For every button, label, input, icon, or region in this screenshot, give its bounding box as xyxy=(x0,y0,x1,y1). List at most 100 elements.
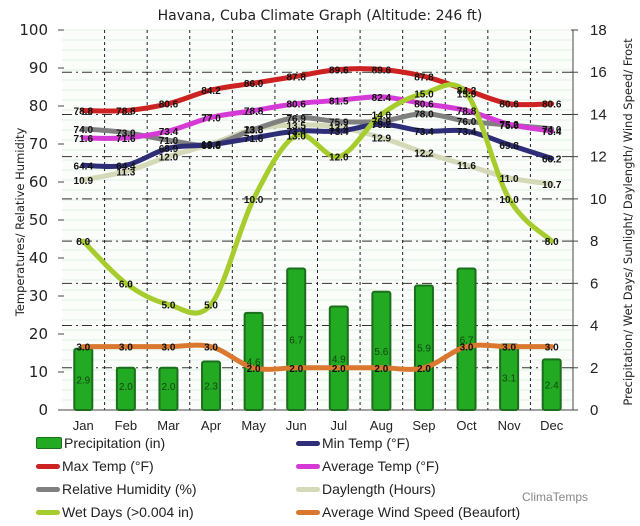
legend-item-relative-humidity: Relative Humidity (%) xyxy=(36,478,197,500)
line-data-label: 73.4 xyxy=(159,127,179,138)
bar-data-label: 6.7 xyxy=(289,335,303,346)
line-data-label: 2.0 xyxy=(289,364,303,375)
left-axis-ticks: 0 10 20 30 40 50 60 70 80 90 100 xyxy=(19,21,64,419)
line-data-label: 8.0 xyxy=(76,237,90,248)
line-data-label: 3.0 xyxy=(204,343,218,354)
x-tick-label: Jun xyxy=(286,418,307,433)
legend-swatch xyxy=(296,463,320,469)
line-data-label: 80.6 xyxy=(414,100,434,111)
line-data-label: 68.9 xyxy=(159,144,179,155)
line-data-label: 66.2 xyxy=(542,154,562,165)
line-data-label: 75.2 xyxy=(499,120,519,131)
right-axis-ticks: 0 2 4 6 8 10 12 14 16 18 xyxy=(571,22,607,419)
bar-data-label: 5.9 xyxy=(417,344,431,355)
line-data-label: 80.6 xyxy=(159,100,179,111)
bar-data-label: 2.9 xyxy=(76,375,90,386)
line-data-label: 11.6 xyxy=(457,161,476,172)
line-data-label: 71.6 xyxy=(116,134,136,145)
left-axis-label: Temperatures/ Relative Humidity xyxy=(13,128,27,318)
right-tick-label: 6 xyxy=(590,275,598,292)
line-data-label: 78.8 xyxy=(74,107,94,118)
right-tick-label: 4 xyxy=(590,318,598,335)
line-data-label: 3.0 xyxy=(162,343,176,354)
line-data-label: 78.8 xyxy=(116,107,136,118)
left-tick-label: 10 xyxy=(29,363,48,381)
line-data-label: 73.4 xyxy=(329,127,349,138)
x-tick-label: Dec xyxy=(540,418,564,433)
legend-swatch xyxy=(296,509,320,515)
x-tick-label: May xyxy=(241,418,266,433)
right-tick-label: 18 xyxy=(590,22,607,39)
legend-item-daylength: Daylength (Hours) xyxy=(296,478,436,500)
line-data-label: 78.8 xyxy=(457,107,477,118)
legend-item-precipitation: Precipitation (in) xyxy=(36,432,165,454)
left-tick-label: 60 xyxy=(29,173,48,191)
line-data-label: 12.6 xyxy=(201,140,221,151)
left-tick-label: 50 xyxy=(29,211,48,229)
legend-label: Average Wind Speed (Beaufort) xyxy=(322,504,521,520)
precipitation-bar xyxy=(413,284,434,412)
line-data-label: 82.4 xyxy=(372,93,392,104)
line-data-label: 71.6 xyxy=(74,134,94,145)
legend-label: Daylength (Hours) xyxy=(322,481,436,497)
left-tick-label: 40 xyxy=(29,249,48,267)
left-tick-label: 70 xyxy=(29,135,48,153)
x-tick-label: Nov xyxy=(498,418,522,433)
series-line-wet-days-in xyxy=(80,82,555,316)
line-data-label: 13.0 xyxy=(286,132,306,143)
right-tick-label: 10 xyxy=(590,191,607,208)
legend-item-max-temp: Max Temp (°F) xyxy=(36,455,154,477)
line-data-label: 89.6 xyxy=(329,66,349,77)
bar-data-label: 3.1 xyxy=(502,373,516,384)
line-data-label: 12.9 xyxy=(372,134,392,145)
line-data-label: 87.8 xyxy=(414,72,434,83)
line-data-label: 73.4 xyxy=(414,127,434,138)
legend-item-average-temp: Average Temp (°F) xyxy=(296,455,439,477)
line-data-label: 73.4 xyxy=(457,127,477,138)
precipitation-bar xyxy=(115,366,136,411)
x-tick-label: Mar xyxy=(157,418,180,433)
line-data-label: 3.0 xyxy=(76,343,90,354)
line-data-label: 10.7 xyxy=(542,180,562,191)
x-tick-label: Apr xyxy=(201,418,222,433)
line-data-label: 69.8 xyxy=(201,141,221,152)
right-axis-label: Precipitation/ Wet Days/ Sunlight/ Dayle… xyxy=(621,38,635,406)
line-data-label: 11.3 xyxy=(116,167,135,178)
line-data-label: 10.0 xyxy=(244,195,264,206)
precipitation-bar xyxy=(328,305,349,411)
series-line-average-temp-f xyxy=(80,94,555,141)
line-data-label: 80.6 xyxy=(499,100,519,111)
legend-label: Relative Humidity (%) xyxy=(62,481,197,497)
series-line-max-temp-f xyxy=(80,66,555,114)
grid xyxy=(62,29,574,411)
line-data-label: 75.9 xyxy=(329,118,349,129)
legend-item-min-temp: Min Temp (°F) xyxy=(296,432,410,454)
precipitation-bar xyxy=(201,360,222,412)
legend-item-wet-days: Wet Days (>0.004 in) xyxy=(36,501,194,523)
legend-label: Wet Days (>0.004 in) xyxy=(62,504,194,520)
line-data-label: 74.0 xyxy=(542,125,562,136)
precipitation-bar xyxy=(158,366,179,411)
right-tick-label: 8 xyxy=(590,233,598,250)
right-tick-label: 14 xyxy=(590,106,607,123)
watermark: ClimaTemps xyxy=(522,490,589,504)
line-data-label: 3.0 xyxy=(119,343,133,354)
line-data-label: 6.0 xyxy=(119,279,133,290)
x-tick-label: Aug xyxy=(370,418,393,433)
line-data-label: 73.8 xyxy=(244,126,264,137)
line-data-label: 89.6 xyxy=(372,66,392,77)
x-axis-ticks: Jan Feb Mar Apr May Jun Jul Aug Sep Oct Nov Dec xyxy=(73,418,564,433)
line-data-label: 2.0 xyxy=(374,364,388,375)
line-data-label: 74.0 xyxy=(74,125,94,136)
left-tick-label: 30 xyxy=(29,287,48,305)
data-labels: 2.9 2.0 2.0 2.3 4.6 6.7 4.9 5.6 5.9 6.7 3.1 2.4 64.4… xyxy=(74,66,562,393)
line-data-label: 86.0 xyxy=(244,79,264,90)
line-data-label: 13.4 xyxy=(329,123,349,134)
line-data-label: 15.0 xyxy=(414,89,434,100)
line-data-label: 13.5 xyxy=(286,121,306,132)
line-data-label: 11.0 xyxy=(500,174,519,185)
right-tick-label: 2 xyxy=(590,360,598,377)
line-data-label: 3.0 xyxy=(502,343,516,354)
right-tick-label: 16 xyxy=(590,64,607,81)
